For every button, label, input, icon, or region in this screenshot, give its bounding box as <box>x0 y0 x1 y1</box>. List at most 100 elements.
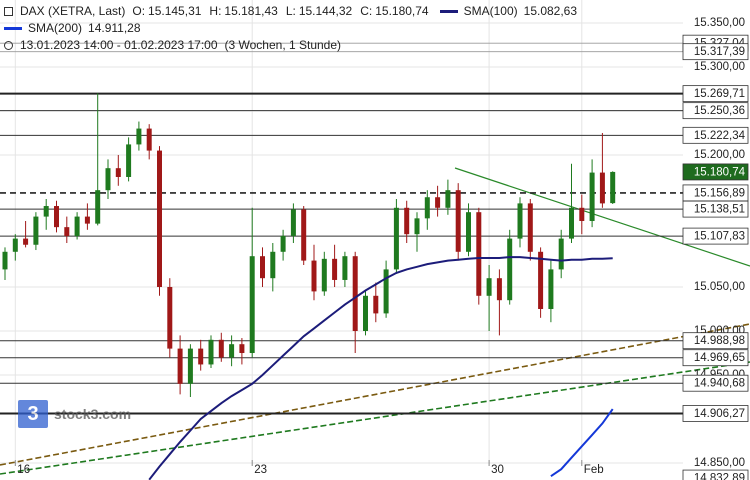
candle-body <box>2 251 8 270</box>
watermark: 3 stock3.com <box>18 400 131 428</box>
level-box <box>682 332 749 350</box>
candle-body <box>84 216 90 224</box>
candle-body <box>54 206 59 228</box>
candle-body <box>393 207 399 270</box>
period: 13.01.2023 14:00 - 01.02.2023 17:00 <box>20 38 218 52</box>
legend-item[interactable]: SMA(200) 14.911,28 <box>4 21 141 35</box>
level-box <box>682 102 749 120</box>
level-box <box>682 200 749 218</box>
candle-body <box>146 128 152 151</box>
trend-line <box>0 361 750 475</box>
candle-body <box>599 172 605 204</box>
candle-body <box>435 197 441 208</box>
candle-body <box>187 348 193 384</box>
ohlc-item: O: 15.145,31 <box>132 4 201 18</box>
x-tick-label: 30 <box>491 464 504 476</box>
candle-body <box>486 278 492 296</box>
level-label: 15.317,39 <box>694 46 745 58</box>
candle-body <box>332 258 338 280</box>
interval: (3 Wochen, 1 Stunde) <box>224 38 342 52</box>
candle-body <box>23 238 29 245</box>
candle-body <box>43 206 49 217</box>
legend-name: SMA(200) <box>28 21 83 35</box>
level-box <box>682 469 749 480</box>
candle-body <box>507 238 513 301</box>
level-label: 15.269,71 <box>694 88 745 100</box>
candle-body <box>157 150 162 287</box>
candle-body <box>198 348 204 365</box>
y-tick-label: 14.850,00 <box>694 457 745 469</box>
ohlc-value: 15.145,31 <box>148 4 202 18</box>
candle-body <box>249 256 255 354</box>
legend-value: 15.082,63 <box>523 4 578 18</box>
level-label: 15.250,36 <box>694 105 745 117</box>
candle-body <box>167 286 173 349</box>
candle-body <box>270 251 276 279</box>
level-box <box>682 405 749 422</box>
sma-line <box>550 408 614 478</box>
candle-body <box>466 212 471 252</box>
level-box <box>682 374 749 392</box>
level-label: 14.906,27 <box>694 408 745 420</box>
watermark-logo: 3 <box>18 400 48 428</box>
candle-body <box>301 209 307 261</box>
ohlc-value: 15.180,74 <box>375 4 429 18</box>
legend-name: SMA(100) <box>463 4 518 18</box>
candle-body <box>260 256 265 279</box>
candle-body <box>239 344 245 354</box>
header-row: SMA(200) 14.911,28 <box>4 21 141 35</box>
candle-body <box>569 207 574 239</box>
legend-swatch <box>439 9 458 13</box>
level-label: 14.988,98 <box>694 335 745 347</box>
x-tick-label: 23 <box>254 464 267 476</box>
candle-body <box>12 238 18 252</box>
level-label: 14.940,68 <box>694 378 745 390</box>
ohlc-item: H: 15.181,43 <box>209 4 277 18</box>
ohlc-key: C: <box>360 4 373 18</box>
x-tick-label: Feb <box>584 464 604 476</box>
ohlc-key: L: <box>285 4 296 18</box>
x-tick-label: 16 <box>17 464 30 476</box>
level-box <box>682 43 749 61</box>
level-box <box>682 227 749 245</box>
candle-body <box>383 269 389 314</box>
level-box <box>682 126 749 144</box>
candle-body <box>95 190 101 224</box>
candle-body <box>105 168 111 191</box>
level-label: 14.832,89 <box>694 473 745 480</box>
candle-body <box>218 339 224 358</box>
trend-line <box>0 323 750 466</box>
icon[interactable] <box>4 40 13 50</box>
last-price-box <box>682 163 749 181</box>
ohlc-item: C: 15.180,74 <box>360 4 428 18</box>
level-box <box>682 85 749 103</box>
legend-value: 14.911,28 <box>88 21 141 35</box>
ohlc-value: 15.144,32 <box>298 4 353 18</box>
header-row: DAX (XETRA, Last) O: 15.145,31 H: 15.181,43… <box>4 4 577 18</box>
candle-body <box>527 203 533 252</box>
candle-body <box>589 172 595 221</box>
candle-body <box>229 344 235 358</box>
ohlc-item: L: 15.144,32 <box>286 4 352 18</box>
candle-body <box>126 144 132 177</box>
candle-body <box>373 295 379 314</box>
candle-body <box>517 203 523 239</box>
candle-body <box>64 227 70 236</box>
candle-body <box>177 348 183 384</box>
candle-body <box>280 235 286 252</box>
candle-body <box>579 207 585 221</box>
icon[interactable] <box>4 6 13 16</box>
candle-body <box>445 190 451 208</box>
candle-body <box>321 258 327 292</box>
legend-item[interactable]: SMA(100) 15.082,63 <box>439 4 578 18</box>
candle-body <box>208 339 214 365</box>
candle-body <box>115 168 121 177</box>
candle-body <box>548 269 554 309</box>
sma-line <box>148 256 613 480</box>
y-tick-label: 15.200,00 <box>694 149 745 161</box>
candle-body <box>610 171 616 204</box>
legend-swatch <box>4 26 22 30</box>
candle-body <box>558 238 564 270</box>
candle-body <box>342 256 348 280</box>
